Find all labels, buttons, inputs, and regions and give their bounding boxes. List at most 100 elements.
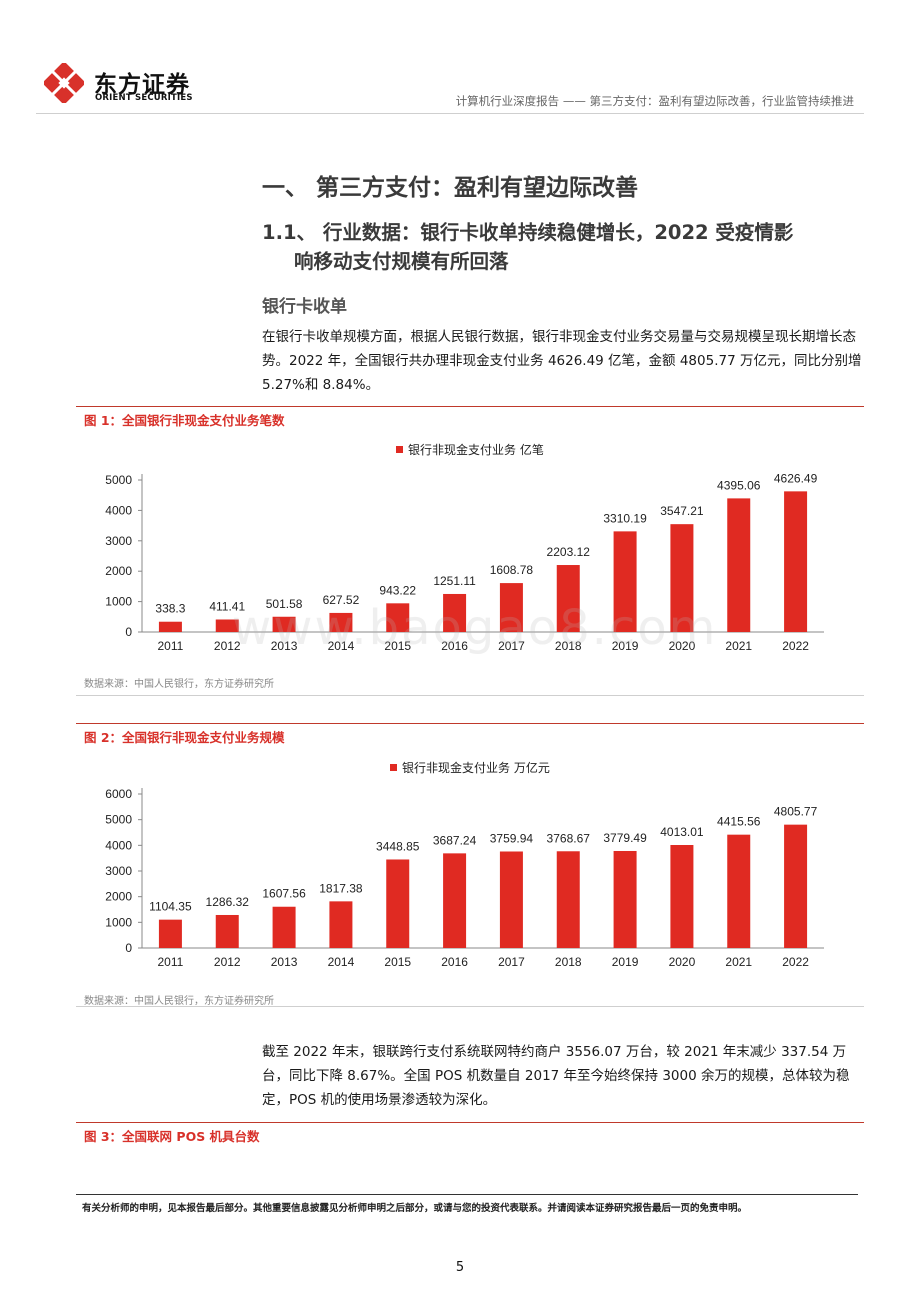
chart1-legend-label: 银行非现金支付业务 亿笔 (408, 442, 544, 457)
chart1-x-tick-label: 2018 (555, 639, 582, 653)
chart1-bar (670, 524, 694, 632)
chart1-bar (158, 621, 182, 632)
chart1-y-tick-label: 5000 (105, 473, 132, 487)
chart2-bar (556, 851, 580, 948)
chart1-data-label: 501.58 (266, 597, 303, 611)
chart2-bar (613, 850, 637, 948)
company-logo: 东方证券 ORIENT SECURITIES (44, 63, 204, 107)
chart1-y-tick-label: 2000 (105, 564, 132, 578)
chart1-y-tick-label: 1000 (105, 595, 132, 609)
chart1-bar (329, 612, 353, 632)
footer-divider (76, 1194, 858, 1195)
chart1-data-label: 4626.49 (774, 471, 818, 485)
chart1-data-label: 338.3 (155, 602, 185, 616)
figure2-chart: 银行非现金支付业务 万亿元 0 1000 2000 3000 4000 5000 6000 20… (76, 752, 864, 982)
chart2-y-tick-label: 3000 (105, 864, 132, 878)
chart2-data-label: 4415.56 (717, 815, 761, 829)
figure2-title: 图 2：全国银行非现金支付业务规模 (84, 730, 285, 745)
chart1-data-label: 3310.19 (603, 511, 647, 525)
chart2-x-tick-label: 2022 (782, 955, 809, 969)
chart2-x-tick-label: 2015 (384, 955, 411, 969)
chart1-bar (272, 616, 296, 632)
chart2-data-label: 1607.56 (262, 887, 306, 901)
figure1-title: 图 1：全国银行非现金支付业务笔数 (84, 413, 285, 428)
chart1-data-label: 627.52 (323, 593, 360, 607)
section-heading: 一、 第三方支付：盈利有望边际改善 (262, 175, 639, 201)
chart1-bar (499, 583, 523, 632)
chart2-x-tick-label: 2020 (669, 955, 696, 969)
watermark: www.baogao8.com (232, 600, 718, 656)
chart1-x-tick-label: 2019 (612, 639, 639, 653)
chart1-x-tick-label: 2017 (498, 639, 525, 653)
subsection-heading-line2: 响移动支付规模有所回落 (294, 250, 509, 273)
chart2-x-tick-label: 2019 (612, 955, 639, 969)
chart1-bar (556, 565, 580, 632)
figure1-bottom-rule (76, 695, 864, 696)
chart1-x-tick-label: 2020 (669, 639, 696, 653)
figure2-source: 数据来源：中国人民银行，东方证券研究所 (84, 996, 274, 1007)
chart2-bar (499, 851, 523, 948)
chart2-bar (386, 859, 410, 948)
chart2-data-label: 4805.77 (774, 805, 818, 819)
chart2-y-tick-label: 2000 (105, 890, 132, 904)
header-divider (36, 113, 864, 114)
chart1-x-tick-label: 2021 (725, 639, 752, 653)
chart1-data-label: 4395.06 (717, 478, 761, 492)
chart1-x-tick-label: 2015 (384, 639, 411, 653)
figure3-top-rule (76, 1122, 864, 1123)
chart1-legend-swatch (396, 446, 403, 453)
chart1-bar (443, 593, 467, 632)
chart2-y-tick-label: 5000 (105, 813, 132, 827)
chart2-x-tick-label: 2017 (498, 955, 525, 969)
chart2-data-label: 3779.49 (603, 831, 647, 845)
chart2-data-label: 4013.01 (660, 825, 704, 839)
chart1-x-tick-label: 2022 (782, 639, 809, 653)
chart1-x-tick-label: 2014 (328, 639, 355, 653)
chart2-y-tick-label: 6000 (105, 787, 132, 801)
chart2-x-tick-label: 2011 (158, 955, 184, 969)
orient-logo-icon (44, 63, 84, 103)
figure2-chart-svg: 银行非现金支付业务 万亿元 0 1000 2000 3000 4000 5000 6000 20… (105, 760, 824, 969)
chart1-data-label: 1251.11 (433, 574, 476, 588)
chart1-x-tick-label: 2012 (214, 639, 241, 653)
chart2-bar (727, 834, 751, 948)
chart2-bar (272, 906, 296, 948)
chart2-y-tick-label: 4000 (105, 838, 132, 852)
chart2-bar (784, 824, 808, 948)
figure1-chart: 银行非现金支付业务 亿笔 0 1000 2000 3000 4000 5000 2011 338… (76, 436, 864, 666)
figure1-top-rule (76, 406, 864, 407)
chart2-x-tick-label: 2012 (214, 955, 241, 969)
chart1-x-tick-label: 2016 (441, 639, 468, 653)
page-number: 5 (455, 1260, 465, 1275)
chart2-bar (443, 853, 467, 948)
figure3-title: 图 3：全国联网 POS 机具台数 (84, 1129, 260, 1144)
chart1-data-label: 2203.12 (547, 545, 591, 559)
brand-name-en: ORIENT SECURITIES (95, 93, 193, 103)
subsection-heading-line1: 1.1、 行业数据：银行卡收单持续稳健增长，2022 受疫情影 (262, 221, 794, 244)
chart1-y-tick-label: 3000 (105, 534, 132, 548)
chart2-bar (670, 844, 694, 948)
chart2-data-label: 3687.24 (433, 833, 477, 847)
chart2-bar (158, 919, 182, 948)
chart1-bar (727, 498, 751, 632)
chart1-bar (613, 531, 637, 632)
chart2-legend-swatch (390, 764, 397, 771)
chart2-data-label: 1817.38 (319, 881, 363, 895)
chart1-data-label: 3547.21 (660, 504, 704, 518)
paragraph-bank-card: 在银行卡收单规模方面，根据人民银行数据，银行非现金支付业务交易量与交易规模呈现长… (262, 329, 862, 393)
chart2-x-tick-label: 2018 (555, 955, 582, 969)
chart2-x-tick-label: 2016 (441, 955, 468, 969)
chart1-data-label: 943.22 (379, 583, 416, 597)
chart1-x-tick-label: 2011 (158, 639, 184, 653)
chart1-bar (784, 491, 808, 632)
chart2-x-tick-label: 2014 (328, 955, 355, 969)
chart2-legend-label: 银行非现金支付业务 万亿元 (402, 760, 550, 775)
report-header-title: 计算机行业深度报告 —— 第三方支付：盈利有望边际改善，行业监管持续推进 (455, 94, 854, 108)
chart2-data-label: 1286.32 (206, 895, 250, 909)
paragraph-pos: 截至 2022 年末，银联跨行支付系统联网特约商户 3556.07 万台，较 2… (262, 1044, 850, 1108)
topic-heading: 银行卡收单 (262, 297, 347, 317)
chart2-x-tick-label: 2021 (725, 955, 752, 969)
chart1-bar (215, 619, 239, 632)
brand-name-cn: 东方证券 (94, 72, 190, 98)
chart1-bar (386, 603, 410, 632)
